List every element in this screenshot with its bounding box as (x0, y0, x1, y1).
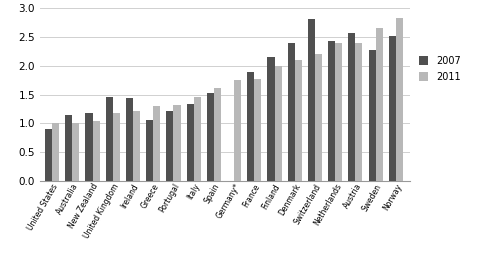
Bar (234, 80, 241, 181)
Bar (186, 104, 194, 181)
Bar (66, 115, 72, 181)
Bar (295, 60, 302, 181)
Bar (268, 57, 274, 181)
Bar (86, 113, 92, 181)
Bar (396, 18, 403, 181)
Bar (247, 71, 254, 181)
Bar (146, 120, 153, 181)
Bar (153, 106, 160, 181)
Bar (328, 41, 335, 181)
Bar (254, 79, 262, 181)
Bar (106, 97, 113, 181)
Bar (348, 33, 356, 181)
Bar (376, 28, 382, 181)
Bar (133, 111, 140, 181)
Bar (126, 98, 133, 181)
Bar (207, 93, 214, 181)
Bar (113, 113, 120, 181)
Bar (166, 111, 173, 181)
Bar (72, 123, 80, 181)
Bar (368, 50, 376, 181)
Bar (335, 43, 342, 181)
Bar (92, 121, 100, 181)
Bar (174, 105, 180, 181)
Bar (315, 54, 322, 181)
Bar (52, 123, 59, 181)
Bar (308, 19, 315, 181)
Bar (194, 97, 200, 181)
Bar (274, 66, 281, 181)
Bar (389, 36, 396, 181)
Legend: 2007, 2011: 2007, 2011 (418, 56, 461, 81)
Bar (45, 129, 52, 181)
Bar (288, 43, 295, 181)
Bar (356, 43, 362, 181)
Bar (214, 88, 221, 181)
